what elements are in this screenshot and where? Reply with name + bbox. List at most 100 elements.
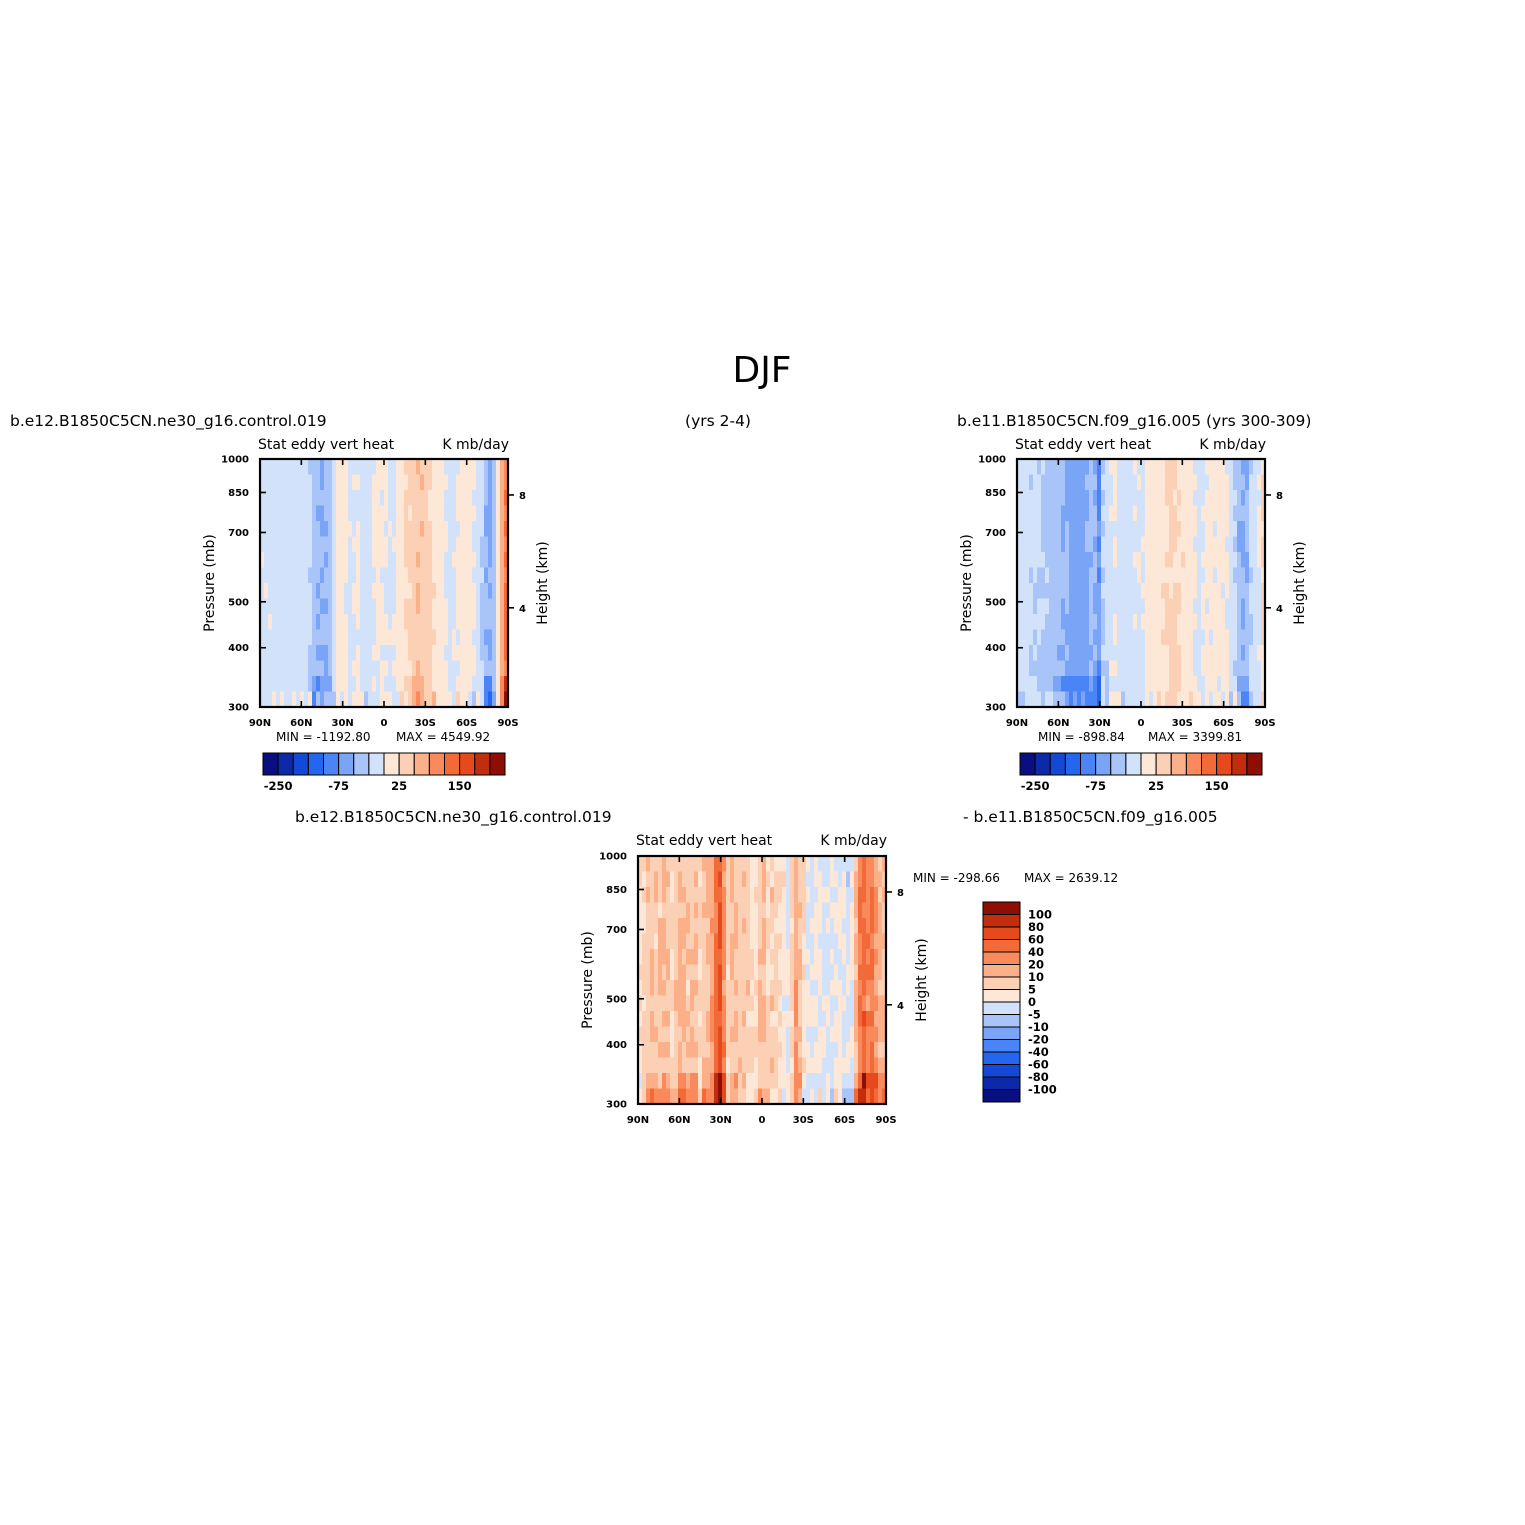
- contour-cell: [496, 536, 501, 553]
- contour-cell: [304, 474, 309, 491]
- contour-cell: [710, 887, 715, 904]
- contour-cell: [1141, 676, 1146, 693]
- contour-cell: [1165, 459, 1170, 476]
- contour-cell: [1113, 583, 1118, 600]
- contour-cell: [730, 1042, 735, 1059]
- contour-cell: [1257, 552, 1262, 569]
- contour-cell: [694, 933, 699, 950]
- contour-cell: [858, 1088, 863, 1105]
- contour-cell: [794, 856, 799, 873]
- contour-cell: [304, 459, 309, 476]
- contour-cell: [288, 660, 293, 677]
- colorbar-box: [982, 976, 1021, 990]
- contour-cell: [1061, 552, 1066, 569]
- contour-cell: [1061, 598, 1066, 615]
- contour-cell: [284, 629, 289, 646]
- contour-cell: [1205, 567, 1210, 584]
- contour-cell: [762, 1088, 767, 1105]
- contour-cell: [1169, 474, 1174, 491]
- contour-cell: [456, 598, 461, 615]
- contour-cell: [368, 536, 373, 553]
- contour-cell: [678, 887, 683, 904]
- contour-cell: [324, 474, 329, 491]
- contour-cell: [1077, 583, 1082, 600]
- contour-cell: [694, 856, 699, 873]
- contour-cell: [794, 871, 799, 888]
- contour-cell: [794, 980, 799, 997]
- contour-cell: [1109, 521, 1114, 538]
- contour-cell: [686, 856, 691, 873]
- contour-cell: [846, 1073, 851, 1090]
- contour-cell: [1113, 598, 1118, 615]
- contour-cell: [464, 552, 469, 569]
- contour-cell: [412, 552, 417, 569]
- contour-cell: [472, 552, 477, 569]
- contour-cell: [654, 1011, 659, 1028]
- contour-cell: [882, 871, 887, 888]
- contour-cell: [1093, 583, 1098, 600]
- contour-cell: [384, 676, 389, 693]
- colorbar-box: [489, 752, 506, 776]
- contour-cell: [384, 598, 389, 615]
- contour-cell: [818, 1088, 823, 1105]
- contour-cell: [722, 980, 727, 997]
- contour-cell: [356, 660, 361, 677]
- contour-cell: [882, 902, 887, 919]
- contour-cell: [260, 521, 265, 538]
- contour-cell: [702, 856, 707, 873]
- contour-cell: [690, 1042, 695, 1059]
- contour-cell: [842, 887, 847, 904]
- contour-cell: [272, 474, 277, 491]
- contour-cell: [794, 1026, 799, 1043]
- contour-cell: [726, 1026, 731, 1043]
- contour-cell: [846, 918, 851, 935]
- colorbar-box: [338, 752, 355, 776]
- contour-cell: [822, 933, 827, 950]
- contour-cell: [698, 856, 703, 873]
- contour-cell: [686, 871, 691, 888]
- contour-cell: [690, 949, 695, 966]
- contour-cell: [818, 995, 823, 1012]
- contour-cell: [882, 1057, 887, 1074]
- contour-cell: [416, 598, 421, 615]
- contour-cell: [738, 1057, 743, 1074]
- contour-cell: [1177, 552, 1182, 569]
- contour-cell: [1229, 474, 1234, 491]
- contour-cell: [488, 614, 493, 631]
- contour-cell: [468, 629, 473, 646]
- contour-cell: [814, 980, 819, 997]
- contour-cell: [316, 691, 321, 708]
- contour-cell: [874, 949, 879, 966]
- contour-cell: [488, 598, 493, 615]
- contour-cell: [1249, 490, 1254, 507]
- contour-cell: [754, 871, 759, 888]
- contour-cell: [420, 567, 425, 584]
- contour-cell: [790, 1057, 795, 1074]
- contour-cell: [276, 474, 281, 491]
- contour-cell: [448, 567, 453, 584]
- contour-cell: [754, 933, 759, 950]
- contour-cell: [786, 856, 791, 873]
- contour-cell: [758, 871, 763, 888]
- contour-cell: [830, 1073, 835, 1090]
- contour-cell: [734, 980, 739, 997]
- contour-cell: [396, 583, 401, 600]
- contour-cell: [364, 474, 369, 491]
- contour-cell: [432, 583, 437, 600]
- contour-cell: [1213, 567, 1218, 584]
- contour-cell: [1117, 598, 1122, 615]
- contour-cell: [706, 887, 711, 904]
- contour-cell: [460, 676, 465, 693]
- contour-cell: [778, 1011, 783, 1028]
- contour-cell: [344, 567, 349, 584]
- contour-cell: [448, 505, 453, 522]
- contour-cell: [1201, 490, 1206, 507]
- contour-cell: [830, 1088, 835, 1105]
- contour-cell: [316, 567, 321, 584]
- colorbar-box: [982, 939, 1021, 953]
- contour-cell: [1125, 645, 1130, 662]
- contour-cell: [1245, 490, 1250, 507]
- contour-cell: [444, 536, 449, 553]
- contour-cell: [818, 1011, 823, 1028]
- contour-cell: [1073, 521, 1078, 538]
